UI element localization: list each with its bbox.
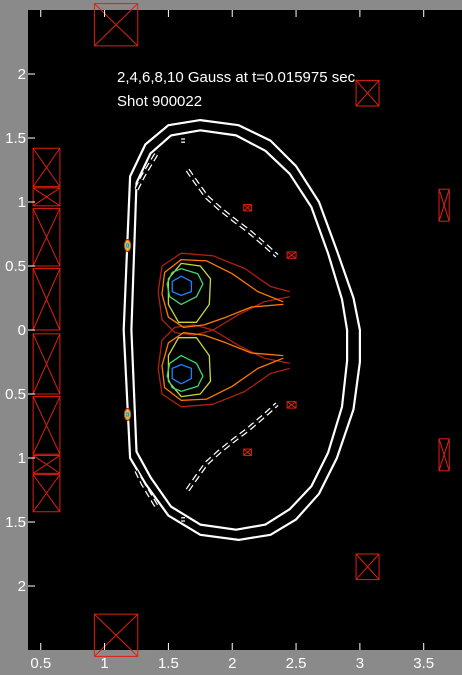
x-tick-label-4: 2.5 [286, 655, 307, 672]
y-tick-label-2: 1 [18, 194, 26, 211]
flux-contour-layer [123, 239, 290, 421]
contour-10G-0 [171, 275, 193, 297]
y-tick-label-1: 1.5 [5, 130, 26, 147]
coil-16 [286, 251, 297, 259]
coil-5 [32, 268, 61, 331]
divertor-plate-core-0 [135, 150, 160, 190]
coil-layer [32, 3, 450, 657]
coil-8 [32, 454, 61, 474]
coil-9-diag-b [32, 474, 61, 513]
contour-10G-1 [171, 363, 193, 385]
wall-spot-1-ring-2 [125, 410, 131, 419]
axes-background [28, 10, 462, 650]
coil-15 [243, 448, 252, 456]
coil-9 [32, 474, 61, 513]
coil-7 [32, 396, 61, 455]
contour-8G-1 [166, 354, 204, 393]
wall-spot-1-ring-0 [123, 407, 132, 421]
wall-spot-0-ring-1 [124, 240, 131, 251]
coil-8-diag-b [32, 455, 61, 474]
contour-8G-0 [166, 267, 204, 306]
wall-spot-1-ring-1 [124, 409, 131, 420]
coil-5-diag-b [32, 268, 61, 331]
coil-13 [438, 438, 450, 472]
coil-1-diag-b [94, 613, 139, 657]
vessel-outer-wall [122, 118, 361, 542]
divertor-plate-core-3 [135, 470, 160, 510]
wall-spot-1-ring-4 [126, 412, 129, 417]
contour-2G-1 [157, 324, 290, 408]
coil-0 [93, 3, 139, 47]
wall-spot-0-ring-2 [125, 241, 131, 250]
x-tick-label-0: 0.5 [30, 655, 51, 672]
annotation-contour-levels: 2,4,6,8,10 Gauss at t=0.015975 sec [117, 69, 356, 86]
contour-2G-0 [157, 252, 290, 336]
x-tick-label-1: 1 [100, 655, 108, 672]
contour-4G-1 [161, 331, 284, 402]
y-tick-label-7: 1.5 [5, 514, 26, 531]
coil-11-diag-b [355, 553, 380, 580]
coil-2-diag-b [32, 147, 61, 187]
wall-spot-0-ring-4 [126, 243, 129, 248]
coil-14-diag-b [243, 204, 252, 212]
coil-10 [355, 79, 380, 107]
coil-2 [32, 147, 61, 188]
coil-12 [438, 188, 450, 222]
y-tick-label-6: 1 [18, 450, 26, 467]
coil-3-diag-b [32, 187, 61, 207]
wall-spot-0-ring-3 [125, 242, 130, 249]
coil-11 [355, 553, 380, 581]
vessel-inner-wall [130, 129, 349, 531]
coil-17-diag-b [286, 401, 297, 409]
coil-10-diag-b [355, 80, 380, 107]
y-tick-label-5: 0.5 [5, 386, 26, 403]
coil-14 [243, 204, 252, 212]
x-tick-label-6: 3.5 [413, 655, 434, 672]
coil-6 [32, 333, 61, 395]
coil-7-diag-b [32, 396, 61, 455]
coil-4 [32, 207, 61, 267]
coil-4-diag-b [32, 208, 61, 267]
y-tick-label-0: 2 [18, 66, 26, 83]
coil-13-diag-b [438, 438, 450, 471]
wall-spot-1-ring-3 [125, 411, 130, 418]
coil-1 [93, 613, 139, 657]
coil-12-diag-b [438, 189, 450, 222]
axis-ticks: 0.5 1 1.5 2 2.5 3 3.5 2 1.5 1 0.5 0 0.5 1 1.5 2 [5, 10, 434, 672]
coil-0-diag-b [94, 3, 139, 47]
divertor-plate-core-5 [186, 403, 278, 491]
coil-16-diag-b [286, 251, 297, 259]
coil-6-diag-b [32, 333, 61, 395]
vessel-layer [122, 118, 361, 542]
x-tick-label-3: 2 [228, 655, 236, 672]
annotation-shot-number: Shot 900022 [117, 93, 202, 110]
coil-15-diag-b [243, 448, 252, 456]
x-tick-label-5: 3 [356, 655, 364, 672]
x-tick-label-2: 1.5 [158, 655, 179, 672]
y-tick-label-4: 0 [18, 322, 26, 339]
divertor-plate-core-2 [186, 169, 278, 257]
wall-spot-0-ring-0 [123, 239, 132, 253]
coil-3 [32, 187, 61, 207]
coil-17 [286, 401, 297, 409]
y-tick-label-8: 2 [18, 578, 26, 595]
contour-4G-0 [161, 258, 284, 329]
y-tick-label-3: 0.5 [5, 258, 26, 275]
